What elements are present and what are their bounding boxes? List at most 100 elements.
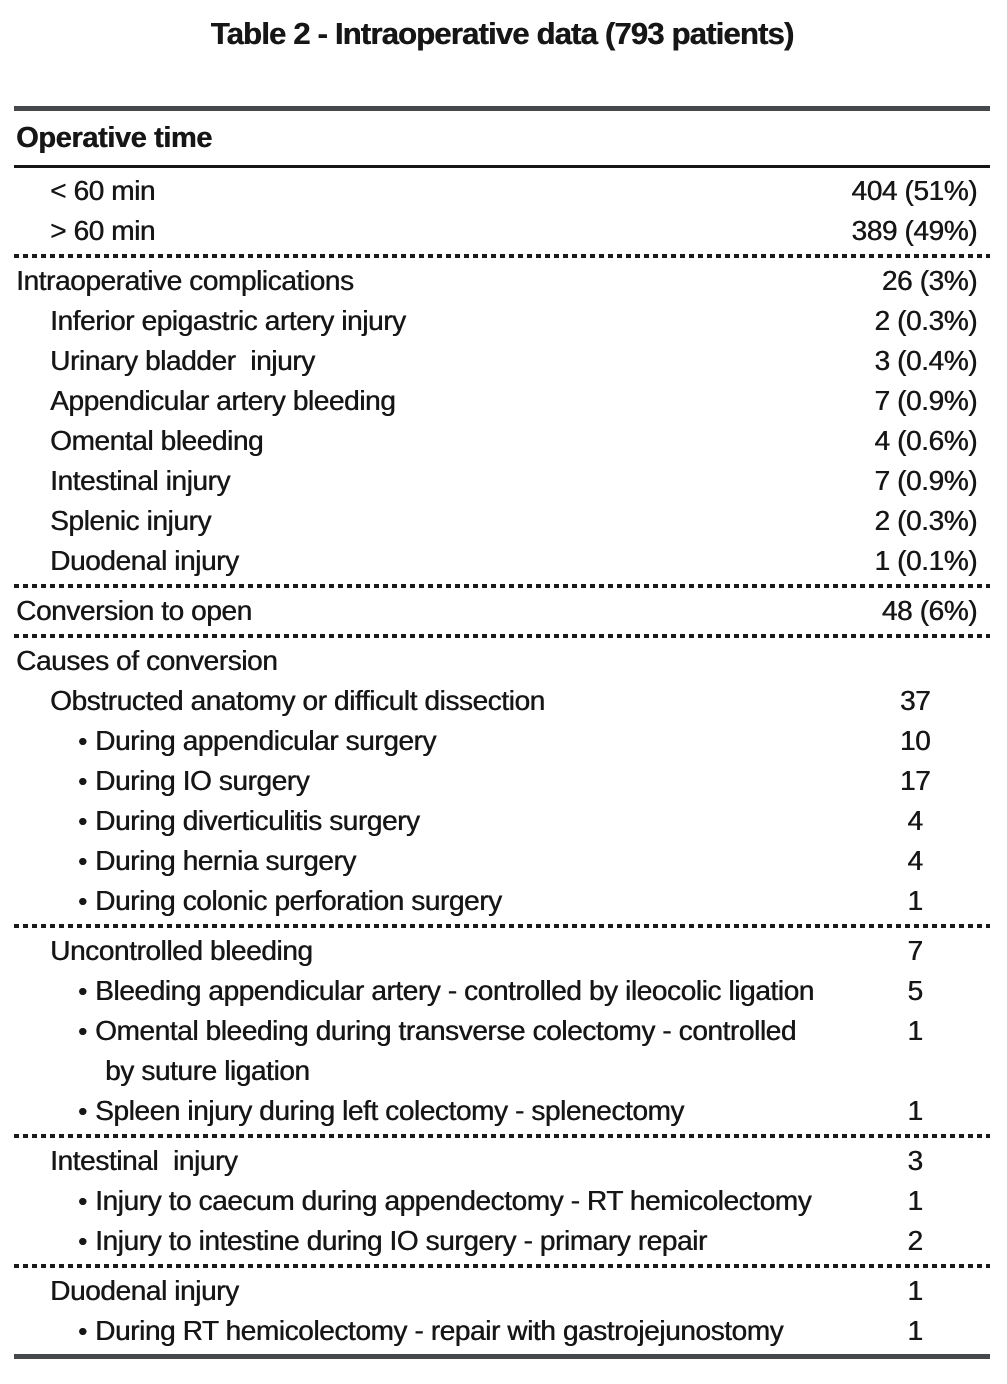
section-uncontrolled-bleeding: Uncontrolled bleeding 7 • Bleeding appen… bbox=[14, 928, 990, 1134]
bullet-icon: • bbox=[78, 886, 88, 916]
table-row: > 60 min 389 (49%) bbox=[14, 211, 990, 251]
column-header-label: Operative time bbox=[16, 121, 212, 154]
section-intraoperative-complications: Intraoperative complications 26 (3%) Inf… bbox=[14, 258, 990, 584]
row-value: 10 bbox=[899, 725, 931, 756]
row-value: 4 (0.6%) bbox=[874, 425, 977, 456]
row-value: 4 bbox=[907, 805, 923, 836]
row-value: 7 (0.9%) bbox=[874, 385, 977, 416]
dotted-divider bbox=[14, 254, 990, 258]
header-underline-rule bbox=[14, 165, 990, 168]
row-label: Causes of conversion bbox=[16, 645, 278, 676]
table-row: < 60 min 404 (51%) bbox=[14, 171, 990, 211]
row-value: 389 (49%) bbox=[851, 215, 977, 246]
table-title: Table 2 - Intraoperative data (793 patie… bbox=[210, 16, 794, 51]
table-row: Urinary bladder injury 3 (0.4%) bbox=[14, 341, 990, 381]
table-row: Duodenal injury 1 (0.1%) bbox=[14, 541, 990, 581]
row-label: Urinary bladder injury bbox=[50, 345, 315, 376]
row-value: 1 bbox=[907, 1275, 923, 1306]
table-row: Intestinal injury 3 bbox=[14, 1141, 990, 1181]
bullet-icon: • bbox=[78, 1186, 88, 1216]
row-value: 17 bbox=[899, 765, 931, 796]
row-label: Uncontrolled bleeding bbox=[50, 935, 313, 966]
row-value: 1 bbox=[907, 1015, 923, 1046]
row-value: 1 (0.1%) bbox=[874, 545, 977, 576]
row-label: Obstructed anatomy or difficult dissecti… bbox=[50, 685, 545, 716]
row-label: Intraoperative complications bbox=[16, 265, 354, 296]
row-label: Conversion to open bbox=[16, 595, 252, 626]
table-row: • During hernia surgery 4 bbox=[14, 841, 990, 881]
table-row: Splenic injury 2 (0.3%) bbox=[14, 501, 990, 541]
table-row: • Injury to intestine during IO surgery … bbox=[14, 1221, 990, 1261]
table-row: Causes of conversion bbox=[14, 641, 990, 681]
table-row: • Injury to caecum during appendectomy -… bbox=[14, 1181, 990, 1221]
row-label: Appendicular artery bleeding bbox=[50, 385, 396, 416]
row-value: 48 (6%) bbox=[881, 595, 978, 626]
table-top-rule bbox=[14, 106, 990, 111]
section-operative-time: < 60 min 404 (51%) > 60 min 389 (49%) bbox=[14, 168, 990, 254]
bullet-icon: • bbox=[78, 1016, 88, 1046]
bullet-icon: • bbox=[78, 846, 88, 876]
row-label: Intestinal injury bbox=[50, 465, 230, 496]
table-row: • During diverticulitis surgery 4 bbox=[14, 801, 990, 841]
column-header-row: Operative time bbox=[14, 111, 990, 165]
row-label: During colonic perforation surgery bbox=[95, 885, 502, 916]
bullet-icon: • bbox=[78, 1096, 88, 1126]
bullet-icon: • bbox=[78, 1316, 88, 1346]
table-row: • Omental bleeding during transverse col… bbox=[14, 1011, 990, 1051]
row-value: 2 bbox=[907, 1225, 923, 1256]
dotted-divider bbox=[14, 634, 990, 638]
bullet-icon: • bbox=[78, 976, 88, 1006]
row-label: During hernia surgery bbox=[95, 845, 356, 876]
row-value: 7 (0.9%) bbox=[874, 465, 977, 496]
dotted-divider bbox=[14, 924, 990, 928]
row-value: 1 bbox=[907, 1185, 923, 1216]
table-row: Appendicular artery bleeding 7 (0.9%) bbox=[14, 381, 990, 421]
row-value: 1 bbox=[907, 885, 923, 916]
section-conversion-to-open: Conversion to open 48 (6%) bbox=[14, 588, 990, 634]
row-label: Spleen injury during left colectomy - sp… bbox=[95, 1095, 684, 1126]
row-label: Duodenal injury bbox=[50, 1275, 239, 1306]
table-row: Uncontrolled bleeding 7 bbox=[14, 931, 990, 971]
row-label: Splenic injury bbox=[50, 505, 211, 536]
data-table: Operative time < 60 min 404 (51%) > 60 m… bbox=[14, 106, 990, 1359]
bullet-icon: • bbox=[78, 1226, 88, 1256]
table-row: Duodenal injury 1 bbox=[14, 1271, 990, 1311]
bullet-icon: • bbox=[78, 766, 88, 796]
row-label: During IO surgery bbox=[95, 765, 310, 796]
table-row: • During appendicular surgery 10 bbox=[14, 721, 990, 761]
row-value: 404 (51%) bbox=[851, 175, 977, 206]
row-label: by suture ligation bbox=[105, 1055, 310, 1086]
row-value: 5 bbox=[907, 975, 923, 1006]
table-row: Intestinal injury 7 (0.9%) bbox=[14, 461, 990, 501]
row-value: 1 bbox=[907, 1095, 923, 1126]
table-row: • During RT hemicolectomy - repair with … bbox=[14, 1311, 990, 1351]
table-row: • Bleeding appendicular artery - control… bbox=[14, 971, 990, 1011]
table-row: • During IO surgery 17 bbox=[14, 761, 990, 801]
table-row: Conversion to open 48 (6%) bbox=[14, 591, 990, 631]
row-value: 3 bbox=[907, 1145, 923, 1176]
row-label: < 60 min bbox=[50, 175, 155, 206]
row-label: Injury to intestine during IO surgery - … bbox=[95, 1225, 707, 1256]
section-duodenal-injury: Duodenal injury 1 • During RT hemicolect… bbox=[14, 1268, 990, 1354]
table-row: Intraoperative complications 26 (3%) bbox=[14, 261, 990, 301]
table-row-continuation: by suture ligation bbox=[14, 1051, 990, 1091]
row-label: Injury to caecum during appendectomy - R… bbox=[95, 1185, 812, 1216]
table-bottom-rule bbox=[14, 1354, 990, 1359]
dotted-divider bbox=[14, 1264, 990, 1268]
bullet-icon: • bbox=[78, 806, 88, 836]
row-label: During RT hemicolectomy - repair with ga… bbox=[95, 1315, 784, 1346]
row-label: > 60 min bbox=[50, 215, 155, 246]
row-value: 2 (0.3%) bbox=[874, 505, 977, 536]
dotted-divider bbox=[14, 1134, 990, 1138]
section-intestinal-injury: Intestinal injury 3 • Injury to caecum d… bbox=[14, 1138, 990, 1264]
row-label: Omental bleeding during transverse colec… bbox=[95, 1015, 796, 1046]
row-value: 7 bbox=[907, 935, 923, 966]
row-label: Omental bleeding bbox=[50, 425, 264, 456]
row-label: Inferior epigastric artery injury bbox=[50, 305, 406, 336]
row-value: 1 bbox=[907, 1315, 923, 1346]
table-row: Inferior epigastric artery injury 2 (0.3… bbox=[14, 301, 990, 341]
row-label: Duodenal injury bbox=[50, 545, 239, 576]
table-row: Obstructed anatomy or difficult dissecti… bbox=[14, 681, 990, 721]
table-row: Omental bleeding 4 (0.6%) bbox=[14, 421, 990, 461]
